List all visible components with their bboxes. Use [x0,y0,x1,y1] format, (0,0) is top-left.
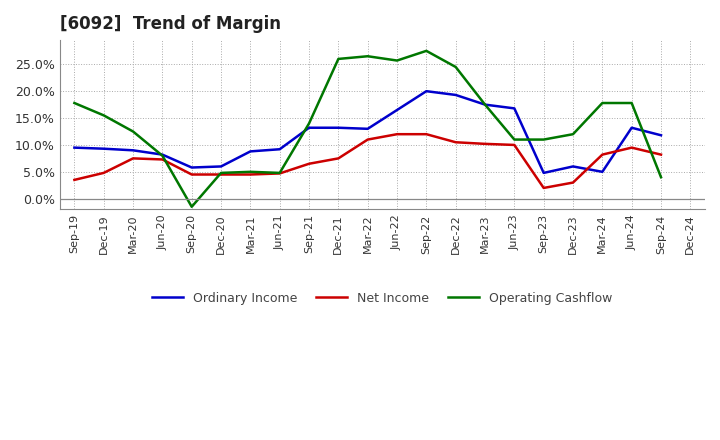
Ordinary Income [657,132,665,138]
Net Income [392,132,401,137]
Net Income [451,139,460,145]
Operating Cashflow [539,137,548,142]
Operating Cashflow [392,58,401,63]
Operating Cashflow [217,170,225,176]
Net Income [305,161,313,166]
Ordinary Income [422,88,431,94]
Net Income [129,156,138,161]
Net Income [334,156,343,161]
Ordinary Income [275,147,284,152]
Ordinary Income [598,169,607,175]
Operating Cashflow [187,204,196,209]
Operating Cashflow [246,169,255,175]
Ordinary Income [627,125,636,130]
Operating Cashflow [481,102,490,107]
Ordinary Income [451,92,460,98]
Net Income [657,152,665,157]
Text: [6092]  Trend of Margin: [6092] Trend of Margin [60,15,281,33]
Operating Cashflow [129,129,138,134]
Operating Cashflow [627,100,636,106]
Operating Cashflow [569,132,577,137]
Ordinary Income [158,152,167,157]
Operating Cashflow [70,100,78,106]
Operating Cashflow [510,137,518,142]
Net Income [422,132,431,137]
Ordinary Income [481,102,490,107]
Operating Cashflow [158,153,167,158]
Ordinary Income [569,164,577,169]
Operating Cashflow [422,48,431,54]
Net Income [598,152,607,157]
Net Income [217,172,225,177]
Operating Cashflow [334,56,343,62]
Net Income [510,142,518,147]
Operating Cashflow [657,175,665,180]
Ordinary Income [129,148,138,153]
Ordinary Income [99,146,108,151]
Operating Cashflow [275,170,284,176]
Legend: Ordinary Income, Net Income, Operating Cashflow: Ordinary Income, Net Income, Operating C… [147,287,618,310]
Operating Cashflow [598,100,607,106]
Line: Operating Cashflow: Operating Cashflow [74,51,661,207]
Net Income [481,141,490,147]
Ordinary Income [305,125,313,130]
Net Income [627,145,636,150]
Net Income [569,180,577,185]
Net Income [275,171,284,176]
Ordinary Income [334,125,343,130]
Ordinary Income [364,126,372,132]
Operating Cashflow [451,64,460,70]
Ordinary Income [217,164,225,169]
Net Income [99,170,108,176]
Ordinary Income [392,107,401,113]
Ordinary Income [510,106,518,111]
Line: Ordinary Income: Ordinary Income [74,91,661,173]
Net Income [70,177,78,183]
Ordinary Income [539,170,548,176]
Ordinary Income [187,165,196,170]
Net Income [246,172,255,177]
Net Income [539,185,548,191]
Net Income [364,137,372,142]
Net Income [158,157,167,162]
Ordinary Income [70,145,78,150]
Line: Net Income: Net Income [74,134,661,188]
Operating Cashflow [99,113,108,118]
Net Income [187,172,196,177]
Ordinary Income [246,149,255,154]
Operating Cashflow [364,54,372,59]
Operating Cashflow [305,121,313,126]
